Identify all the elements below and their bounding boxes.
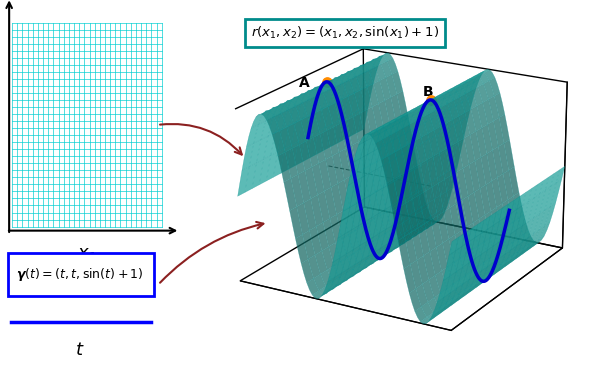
Text: $r(x_1, x_2) = (x_1, x_2, \sin(x_1)+1)$: $r(x_1, x_2) = (x_1, x_2, \sin(x_1)+1)$ <box>251 25 439 41</box>
Text: $t$: $t$ <box>75 341 85 359</box>
FancyBboxPatch shape <box>7 253 154 296</box>
Text: $x_1$: $x_1$ <box>77 245 97 263</box>
Text: $\boldsymbol{\gamma}(t) = (t, t, \sin(t)+1)$: $\boldsymbol{\gamma}(t) = (t, t, \sin(t)… <box>16 266 144 283</box>
